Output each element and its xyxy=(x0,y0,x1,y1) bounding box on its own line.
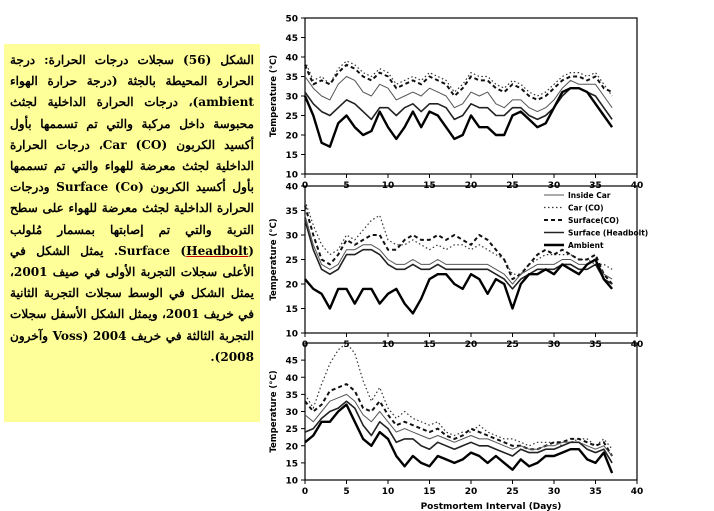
x-tick-label: 25 xyxy=(506,487,519,497)
series-line-surface-headbolt- xyxy=(304,87,613,121)
legend-label: Car (CO) xyxy=(568,204,604,213)
series-line-surface-co- xyxy=(304,63,613,101)
y-tick-label: 35 xyxy=(285,207,298,217)
series-line-surface-co- xyxy=(304,205,613,285)
x-tick-label: 40 xyxy=(631,487,644,497)
y-tick-label: 25 xyxy=(285,425,298,435)
x-tick-label: 15 xyxy=(423,340,436,350)
x-tick-label: 0 xyxy=(302,487,308,497)
legend-label: Ambient xyxy=(568,241,604,250)
series-line-surface-headbolt- xyxy=(304,400,613,464)
series-line-ambient xyxy=(303,86,614,148)
legend-label: Inside Car xyxy=(568,191,611,200)
y-tick-label: 45 xyxy=(285,357,298,367)
y-tick-label: 30 xyxy=(285,232,298,242)
y-tick-label: 45 xyxy=(285,34,298,44)
y-tick-label: 10 xyxy=(285,477,298,487)
legend-label: Surface (Headbolt) xyxy=(568,229,648,238)
x-tick-label: 35 xyxy=(589,340,602,350)
caption-text-continued: ). يمثل الشكل في الأعلى سجلات التجربة ال… xyxy=(10,243,254,364)
y-tick-label: 35 xyxy=(285,391,298,401)
x-tick-label: 5 xyxy=(343,487,349,497)
y-tick-label: 20 xyxy=(285,442,298,452)
x-tick-label: 15 xyxy=(423,487,436,497)
y-tick-label: 25 xyxy=(285,112,298,122)
series-line-car-co- xyxy=(304,200,613,275)
y-tick-label: 10 xyxy=(285,171,298,181)
series-line-inside-car xyxy=(304,393,613,457)
series-line-inside-car xyxy=(304,215,613,285)
y-tick-label: 15 xyxy=(285,151,298,161)
series-line-inside-car xyxy=(304,76,613,113)
series-line-ambient xyxy=(304,258,614,315)
x-tick-label: 25 xyxy=(506,340,519,350)
y-axis-label: Temperature (°C) xyxy=(269,218,279,300)
y-axis-label: Temperature (°C) xyxy=(269,55,279,137)
y-tick-label: 15 xyxy=(285,305,298,315)
y-tick-label: 40 xyxy=(285,374,298,384)
x-tick-label: 35 xyxy=(589,487,602,497)
y-tick-label: 10 xyxy=(285,330,298,340)
x-tick-label: 5 xyxy=(343,340,349,350)
y-tick-label: 50 xyxy=(285,15,298,25)
y-axis-label: Temperature (°C) xyxy=(269,370,279,452)
y-tick-label: 20 xyxy=(285,132,298,142)
y-tick-label: 40 xyxy=(285,183,298,193)
x-tick-label: 10 xyxy=(382,487,395,497)
y-tick-label: 20 xyxy=(285,281,298,291)
x-tick-label: 10 xyxy=(382,340,395,350)
legend-label: Surface(CO) xyxy=(568,216,619,225)
x-tick-label: 30 xyxy=(548,340,561,350)
x-axis-label: Postmortem Interval (Days) xyxy=(421,502,562,511)
caption-text: الشكل (56) سجلات درجات الحرارة: درجة الح… xyxy=(10,53,255,258)
temperature-chart: 10 15 20 25 30 35 40 45 50 0 5 10 15 20 25 30 35 40 Temper… xyxy=(269,15,648,511)
y-tick-label: 15 xyxy=(285,459,298,469)
series-line-surface-headbolt- xyxy=(304,220,613,290)
y-tick-label: 30 xyxy=(285,408,298,418)
panel-1-frame xyxy=(304,17,638,175)
x-tick-label: 30 xyxy=(548,487,561,497)
y-tick-label: 40 xyxy=(285,54,298,64)
series-line-ambient xyxy=(304,403,614,474)
y-tick-label: 25 xyxy=(285,256,298,266)
x-tick-label: 20 xyxy=(465,487,478,497)
x-tick-label: 20 xyxy=(465,340,478,350)
series-line-car-co- xyxy=(304,60,613,97)
y-tick-label: 35 xyxy=(285,73,298,83)
series-line-car-co- xyxy=(304,342,613,450)
y-tick-label: 30 xyxy=(285,93,298,103)
figure-caption: الشكل (56) سجلات درجات الحرارة: درجة الح… xyxy=(4,44,260,422)
series-line-surface-co- xyxy=(304,383,613,457)
caption-underlined-term: Headbolt xyxy=(186,243,249,258)
